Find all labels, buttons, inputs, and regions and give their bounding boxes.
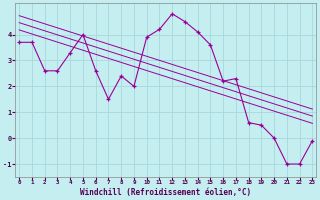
X-axis label: Windchill (Refroidissement éolien,°C): Windchill (Refroidissement éolien,°C): [80, 188, 252, 197]
